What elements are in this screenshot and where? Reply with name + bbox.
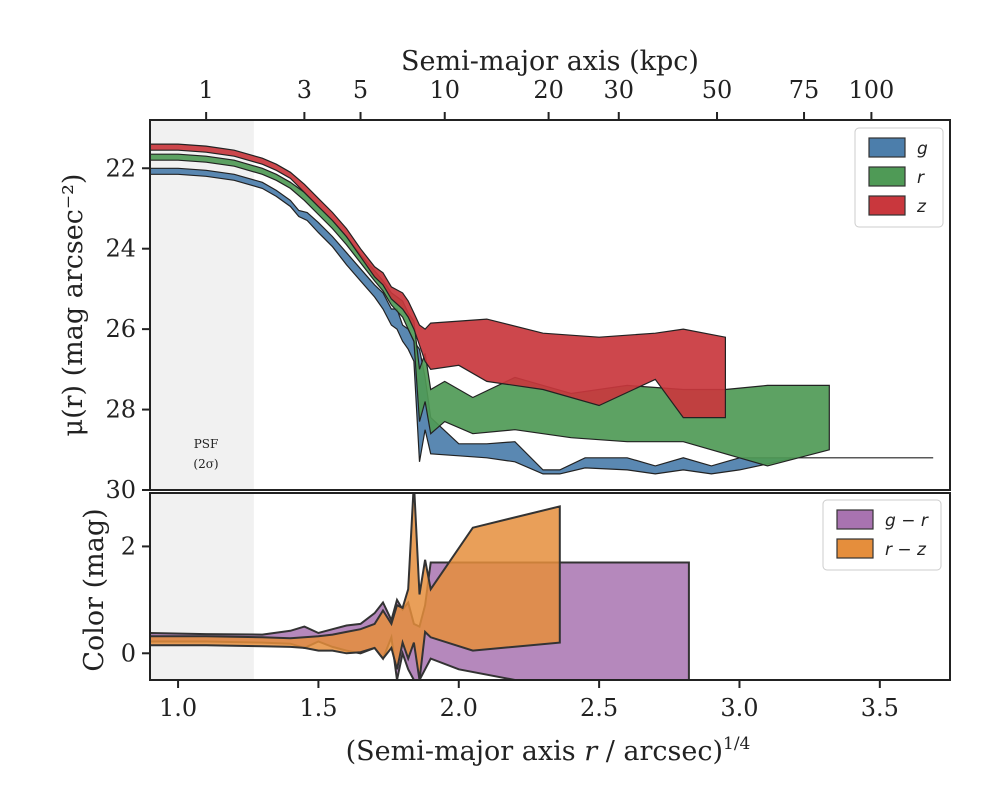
top-axis-tick-label: 10 bbox=[429, 76, 460, 104]
bottom-panel-areas bbox=[150, 493, 690, 680]
legend-label: r bbox=[917, 168, 925, 188]
bottom-y-label: Color (mag) bbox=[79, 508, 110, 671]
top-axis-tick-label: 75 bbox=[789, 76, 820, 104]
top-axis-tick-label: 5 bbox=[353, 76, 368, 104]
legend-swatch bbox=[868, 137, 906, 158]
top-panel-frame bbox=[149, 119, 951, 491]
top-y-label: μ(r) (mag arcsec⁻²) bbox=[58, 174, 89, 437]
x-tick-label: 2.0 bbox=[440, 694, 478, 722]
top-axis-tick-label: 20 bbox=[533, 76, 564, 104]
y-tick-label: 24 bbox=[105, 235, 136, 263]
x-tick-label: 1.5 bbox=[299, 694, 337, 722]
x-tick-label: 1.0 bbox=[159, 694, 197, 722]
legend-label: r − z bbox=[885, 540, 927, 560]
top-axis-tick-label: 3 bbox=[297, 76, 312, 104]
y-tick-label: 2 bbox=[121, 532, 136, 560]
top-panel-areas bbox=[150, 143, 934, 475]
x-tick-label: 3.5 bbox=[861, 694, 899, 722]
bottom-y-ticks: 02 bbox=[121, 532, 150, 667]
bottom-panel-frame bbox=[149, 492, 951, 681]
legend-swatch bbox=[836, 509, 874, 530]
x-tick-label: 2.5 bbox=[580, 694, 618, 722]
top-axis-ticks: 1 3 5 10 20 30 50 75 100 bbox=[198, 76, 894, 120]
psf-region-bottom bbox=[150, 493, 254, 680]
legend-swatch bbox=[868, 195, 906, 216]
x-axis-label: (Semi-major axis r / arcsec)1/4 bbox=[346, 734, 751, 767]
legend-bottom: g − r r − z bbox=[822, 499, 942, 571]
y-tick-label: 26 bbox=[105, 315, 136, 343]
top-axis-tick-label: 1 bbox=[198, 76, 213, 104]
bottom-x-ticks: 1.0 1.5 2.0 2.5 3.0 3.5 bbox=[159, 680, 899, 722]
legend-top: grz bbox=[854, 127, 944, 228]
area-z bbox=[150, 143, 726, 419]
legend-label: z bbox=[916, 197, 927, 217]
y-tick-label: 30 bbox=[105, 476, 136, 504]
legend-swatch bbox=[836, 538, 874, 559]
top-axis-label: Semi-major axis (kpc) bbox=[401, 46, 699, 77]
legend-swatch bbox=[868, 166, 906, 187]
top-axis-tick-label: 100 bbox=[848, 76, 894, 104]
y-tick-label: 28 bbox=[105, 396, 136, 424]
psf-label-line1: PSF bbox=[194, 437, 219, 451]
top-axis-tick-label: 50 bbox=[702, 76, 733, 104]
psf-region-top bbox=[150, 120, 254, 490]
legend-label: g − r bbox=[885, 511, 929, 531]
x-tick-label: 3.0 bbox=[720, 694, 758, 722]
legend-label: g bbox=[917, 139, 928, 159]
y-tick-label: 0 bbox=[121, 639, 136, 667]
area-r-minus-z bbox=[150, 493, 561, 680]
psf-label-line2: (2σ) bbox=[193, 457, 218, 471]
top-axis-tick-label: 30 bbox=[603, 76, 634, 104]
top-y-ticks: 22 24 26 28 30 bbox=[105, 154, 150, 504]
y-tick-label: 22 bbox=[105, 154, 136, 182]
area-g bbox=[150, 167, 934, 475]
